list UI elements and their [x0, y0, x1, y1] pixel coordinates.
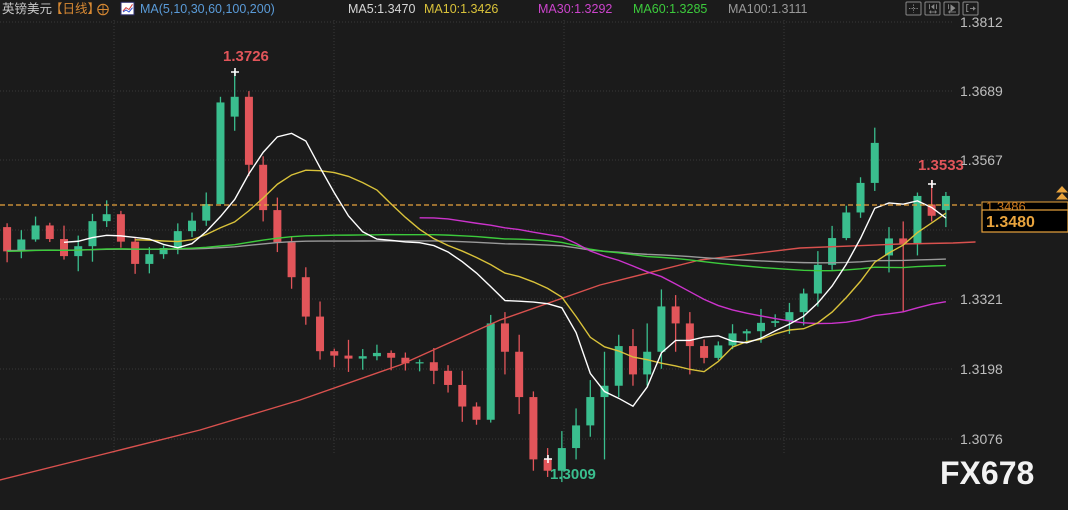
svg-text:MA30:1.3292: MA30:1.3292	[538, 2, 612, 16]
svg-text:1.3567: 1.3567	[960, 152, 1003, 168]
svg-text:1.3321: 1.3321	[960, 291, 1003, 307]
svg-text:MA(5,10,30,60,100,200): MA(5,10,30,60,100,200)	[140, 2, 275, 16]
svg-text:【日线】: 【日线】	[50, 2, 100, 16]
svg-text:MA60:1.3285: MA60:1.3285	[633, 2, 707, 16]
svg-text:英镑美元: 英镑美元	[2, 1, 52, 16]
svg-text:1.3480: 1.3480	[986, 214, 1035, 231]
svg-text:1.3726: 1.3726	[223, 48, 269, 65]
svg-text:1.3076: 1.3076	[960, 431, 1003, 447]
svg-text:1.3198: 1.3198	[960, 361, 1003, 377]
svg-text:FX678: FX678	[940, 455, 1034, 491]
svg-text:MA100:1.3111: MA100:1.3111	[728, 2, 808, 16]
svg-text:MA10:1.3426: MA10:1.3426	[424, 2, 498, 16]
svg-text:1.3689: 1.3689	[960, 83, 1003, 99]
svg-text:MA5:1.3470: MA5:1.3470	[348, 2, 415, 16]
svg-text:1.3533: 1.3533	[918, 157, 964, 174]
svg-text:1.3009: 1.3009	[550, 466, 596, 483]
